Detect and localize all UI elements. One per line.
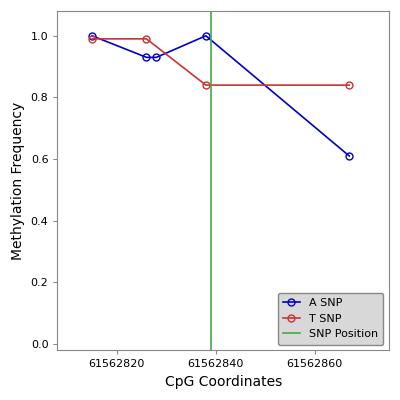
Line: A SNP: A SNP <box>89 32 353 160</box>
A SNP <box>347 154 352 158</box>
T SNP <box>90 36 94 41</box>
T SNP <box>347 83 352 88</box>
X-axis label: CpG Coordinates: CpG Coordinates <box>164 375 282 389</box>
A SNP <box>204 33 208 38</box>
Legend: A SNP, T SNP, SNP Position: A SNP, T SNP, SNP Position <box>278 292 383 345</box>
Line: T SNP: T SNP <box>89 35 353 88</box>
A SNP <box>144 55 149 60</box>
A SNP <box>90 33 94 38</box>
A SNP <box>154 55 159 60</box>
Y-axis label: Methylation Frequency: Methylation Frequency <box>11 102 25 260</box>
T SNP <box>204 83 208 88</box>
T SNP <box>144 36 149 41</box>
